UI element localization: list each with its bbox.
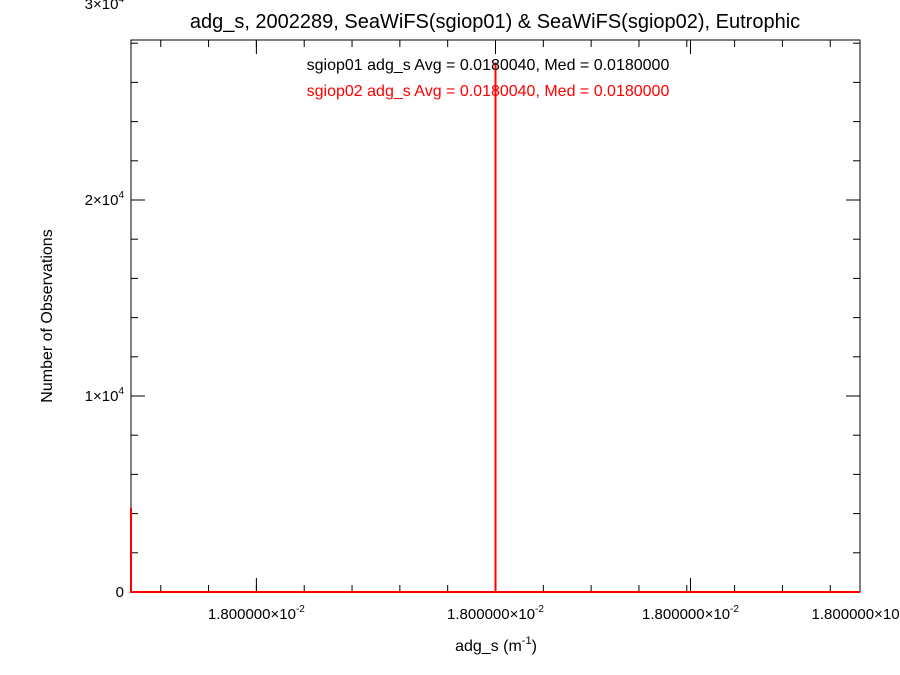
y-tick-label: 2×104 (85, 190, 125, 209)
series-2-line (130, 62, 860, 593)
x-tick-label: 1.800000×10-2 (208, 604, 305, 623)
y-tick-label: 1×104 (85, 386, 125, 405)
x-tick-label: 1.800000×10-2 (642, 604, 739, 623)
x-axis-label: adg_s (m-1) (455, 635, 537, 655)
chart-title: adg_s, 2002289, SeaWiFS(sgiop01) & SeaWi… (190, 11, 800, 33)
x-tick-label: 1.800000×10-2 (812, 604, 900, 623)
series-layer (130, 62, 860, 593)
plot-area (130, 39, 861, 593)
x-tick-label: 1.800000×10-2 (447, 604, 544, 623)
y-axis-label: Number of Observations (39, 229, 56, 402)
legend-entry-1: sgiop01 adg_s Avg = 0.0180040, Med = 0.0… (307, 57, 670, 74)
y-tick-labels: 0 1×104 2×104 3×104 (85, 0, 125, 601)
x-tick-labels: 1.800000×10-2 1.800000×10-2 1.800000×10-2 1… (208, 604, 900, 623)
legend-entry-2: sgiop02 adg_s Avg = 0.0180040, Med = 0.0… (307, 83, 670, 100)
axis-ticks (131, 40, 861, 593)
legend: sgiop01 adg_s Avg = 0.0180040, Med = 0.0… (307, 57, 670, 100)
y-tick-label: 3×104 (85, 0, 125, 13)
y-tick-label: 0 (116, 584, 124, 601)
